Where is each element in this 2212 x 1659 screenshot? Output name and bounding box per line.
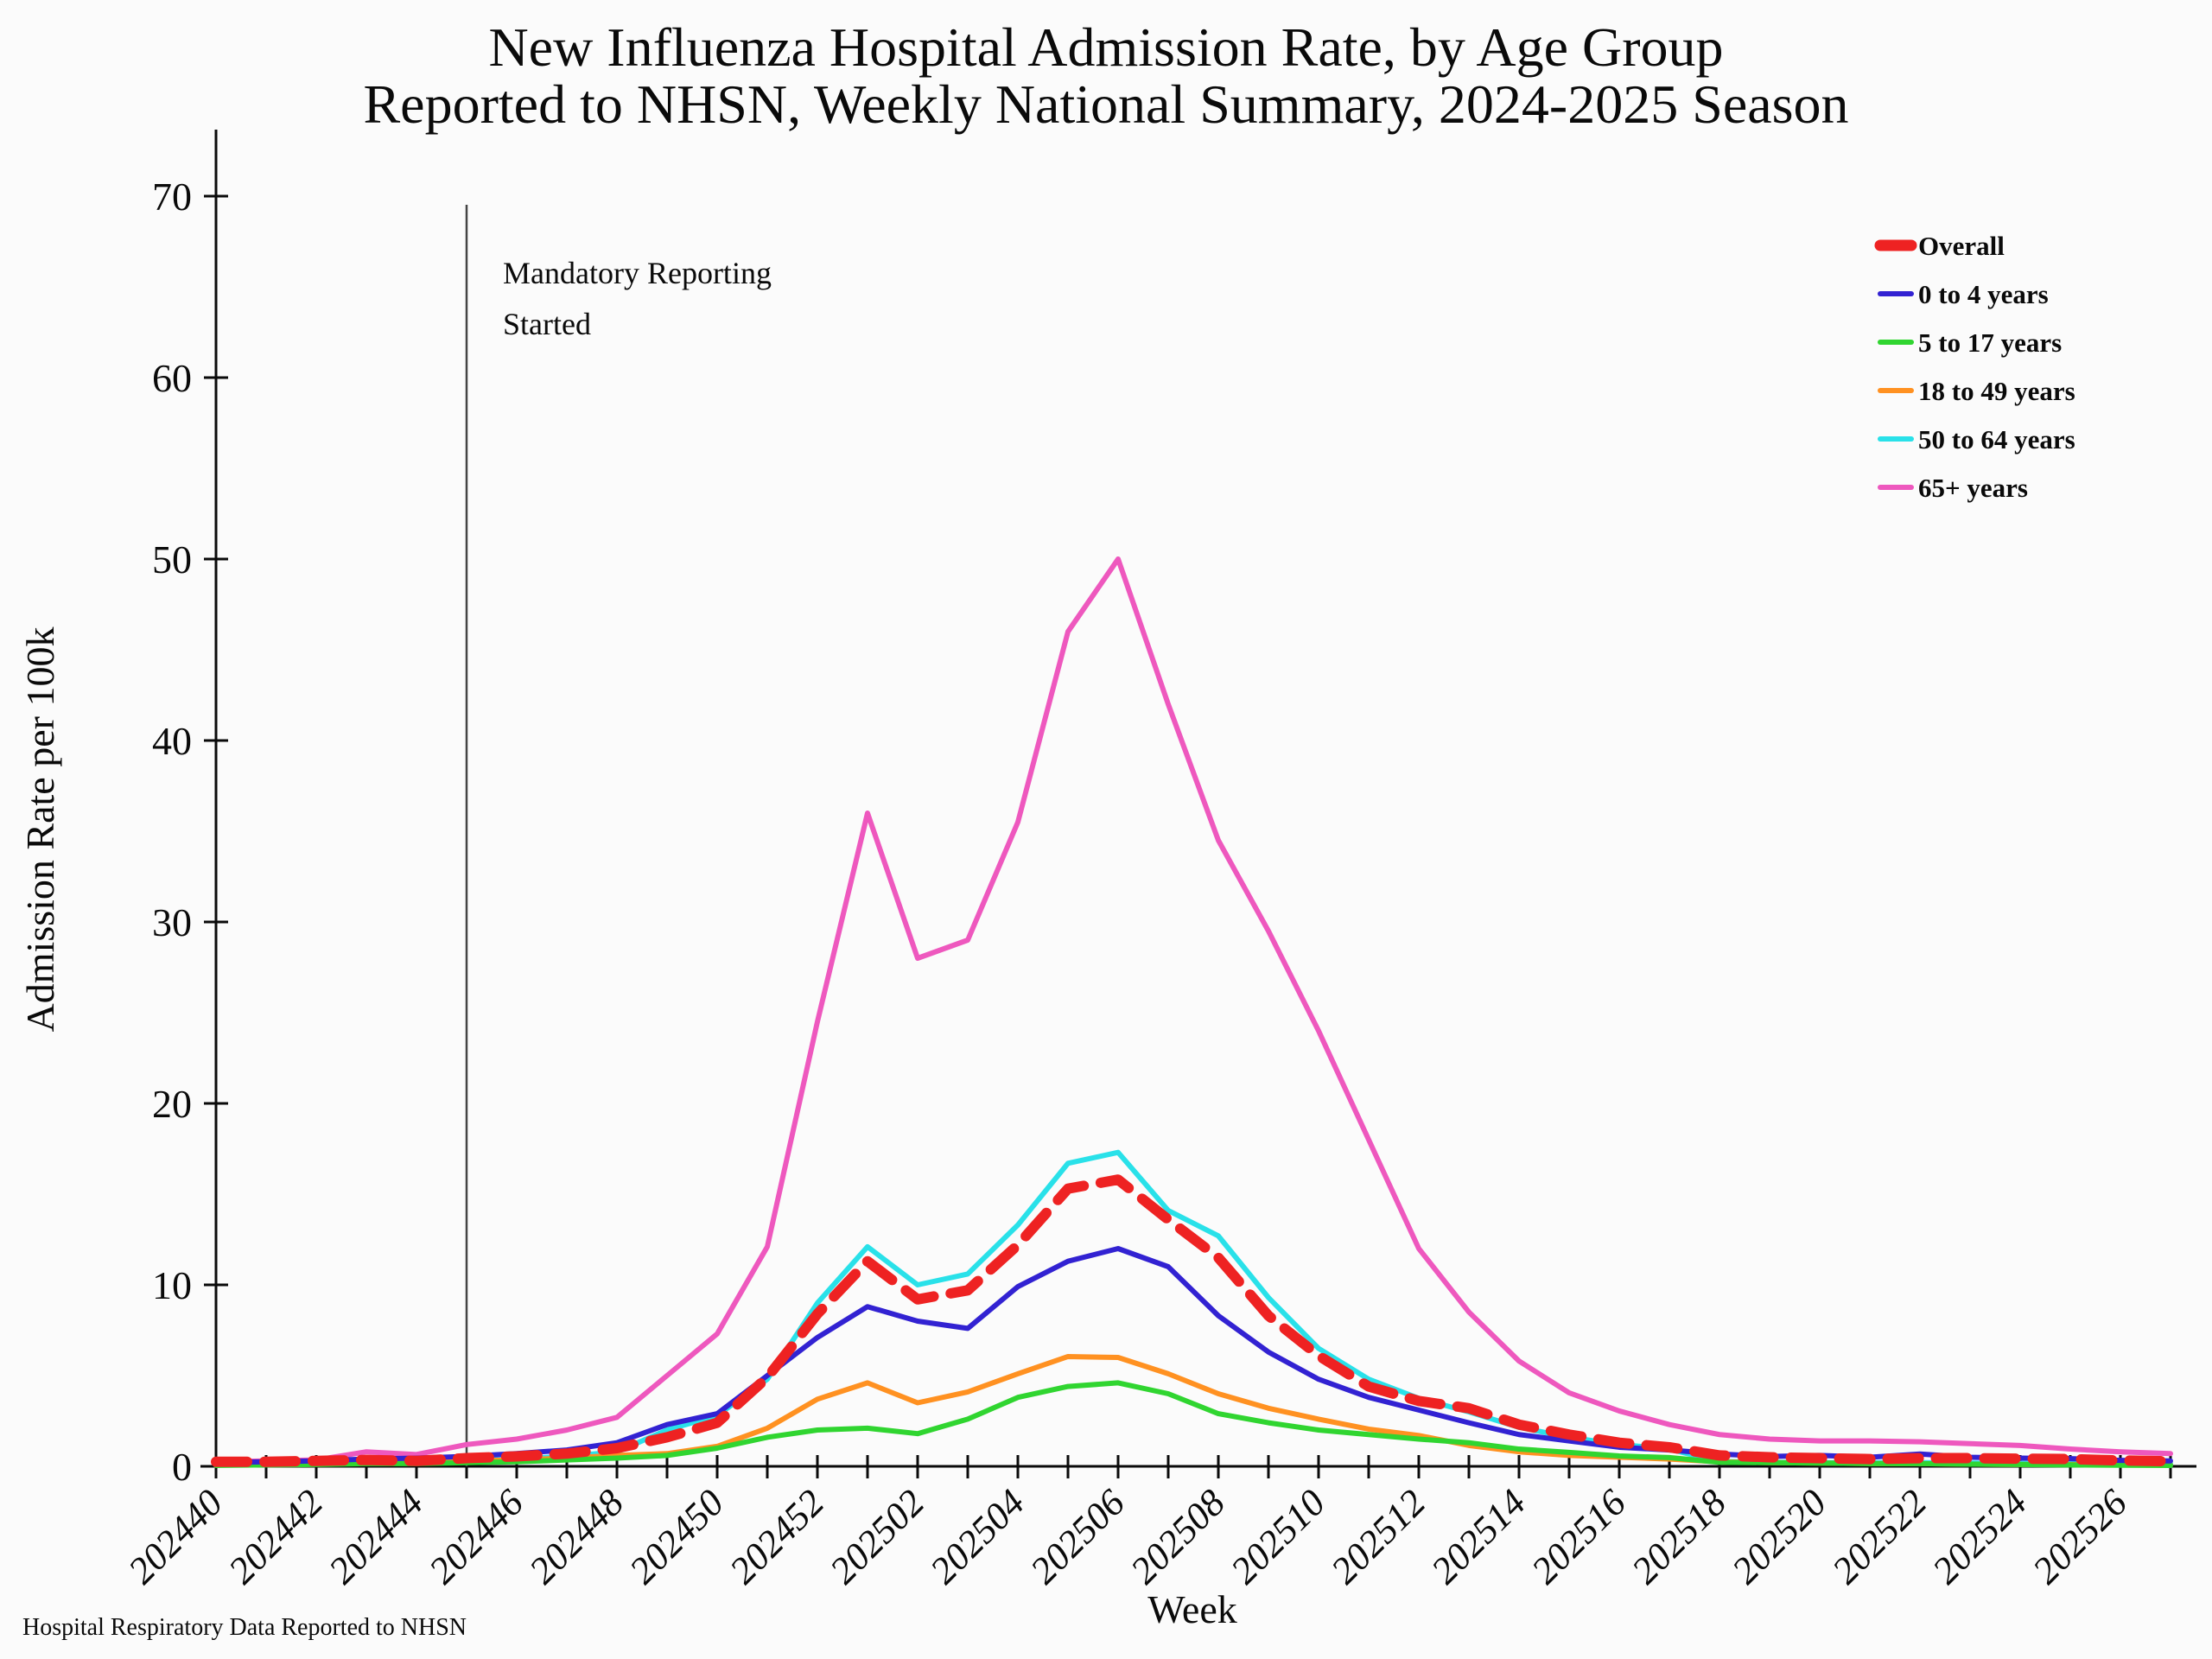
legend-label-65-years: 65+ years [1918,473,2028,503]
y-tick-label: 10 [152,1263,192,1307]
x-tick-label: 202444 [321,1481,431,1592]
legend-label-18-to-49-years: 18 to 49 years [1918,376,2075,406]
x-tick-label: 202514 [1423,1481,1534,1592]
legend-item-0-to-4-years: 0 to 4 years [1878,279,2049,309]
chart-title-line2: Reported to NHSN, Weekly National Summar… [363,73,1848,135]
y-axis-ticks: 0 10 20 30 40 50 60 70 [152,175,228,1489]
annotation-text-line2: Started [503,307,591,341]
legend-label-0-to-4-years: 0 to 4 years [1918,279,2049,309]
x-tick-label: 202442 [220,1481,331,1592]
x-axis-ticks: 2024402024422024442024462024482024502024… [120,1455,2172,1592]
x-tick-label: 202504 [922,1481,1033,1592]
legend: Overall 0 to 4 years 5 to 17 years 18 to 49… [1874,231,2075,503]
footer-source-text: Hospital Respiratory Data Reported to NH… [22,1614,467,1641]
y-tick-label: 20 [152,1082,192,1126]
legend-item-65-years: 65+ years [1878,473,2028,503]
x-tick-label: 202512 [1323,1481,1433,1592]
legend-label-50-to-64-years: 50 to 64 years [1918,424,2075,454]
x-tick-label: 202516 [1523,1481,1634,1592]
x-tick-label: 202524 [1924,1481,2035,1592]
y-axis-title: Admission Rate per 100k [18,627,62,1033]
x-tick-label: 202506 [1022,1481,1133,1592]
series-line-0-to-4-years [213,1246,2173,1465]
axes [200,130,2196,1468]
series-line-18-to-49-years [213,1353,2173,1468]
series-line-50-to-64-years [213,1149,2173,1467]
data-series [211,556,2176,1468]
annotation-text-line1: Mandatory Reporting [503,256,772,290]
y-tick-label: 0 [172,1445,192,1489]
x-tick-label: 202510 [1223,1481,1333,1592]
y-tick-label: 70 [152,175,192,219]
series-line-65-years [213,556,2173,1465]
legend-item-5-to-17-years: 5 to 17 years [1878,327,2062,358]
x-tick-label: 202520 [1724,1481,1834,1592]
x-tick-label: 202446 [421,1481,531,1592]
mandatory-reporting-annotation: Mandatory Reporting Started [465,205,772,1466]
x-tick-label: 202440 [120,1481,231,1592]
x-axis-title: Week [1147,1587,1237,1631]
x-tick-label: 202450 [621,1481,732,1592]
x-tick-label: 202508 [1122,1481,1233,1592]
x-tick-label: 202526 [2024,1481,2135,1592]
legend-item-overall: Overall [1874,231,2005,261]
x-tick-label: 202448 [521,1481,632,1592]
y-tick-label: 40 [152,719,192,763]
legend-label-overall: Overall [1918,231,2005,261]
x-tick-label: 202502 [822,1481,932,1592]
chart-title-line1: New Influenza Hospital Admission Rate, b… [488,16,1723,78]
y-tick-label: 60 [152,356,192,400]
series-line-overall [211,1174,2176,1467]
y-tick-label: 30 [152,900,192,944]
x-tick-label: 202452 [721,1481,832,1592]
x-tick-label: 202518 [1624,1481,1734,1592]
legend-item-50-to-64-years: 50 to 64 years [1878,424,2075,454]
legend-label-5-to-17-years: 5 to 17 years [1918,327,2062,358]
x-tick-label: 202522 [1824,1481,1935,1592]
legend-item-18-to-49-years: 18 to 49 years [1878,376,2075,406]
y-tick-label: 50 [152,537,192,582]
